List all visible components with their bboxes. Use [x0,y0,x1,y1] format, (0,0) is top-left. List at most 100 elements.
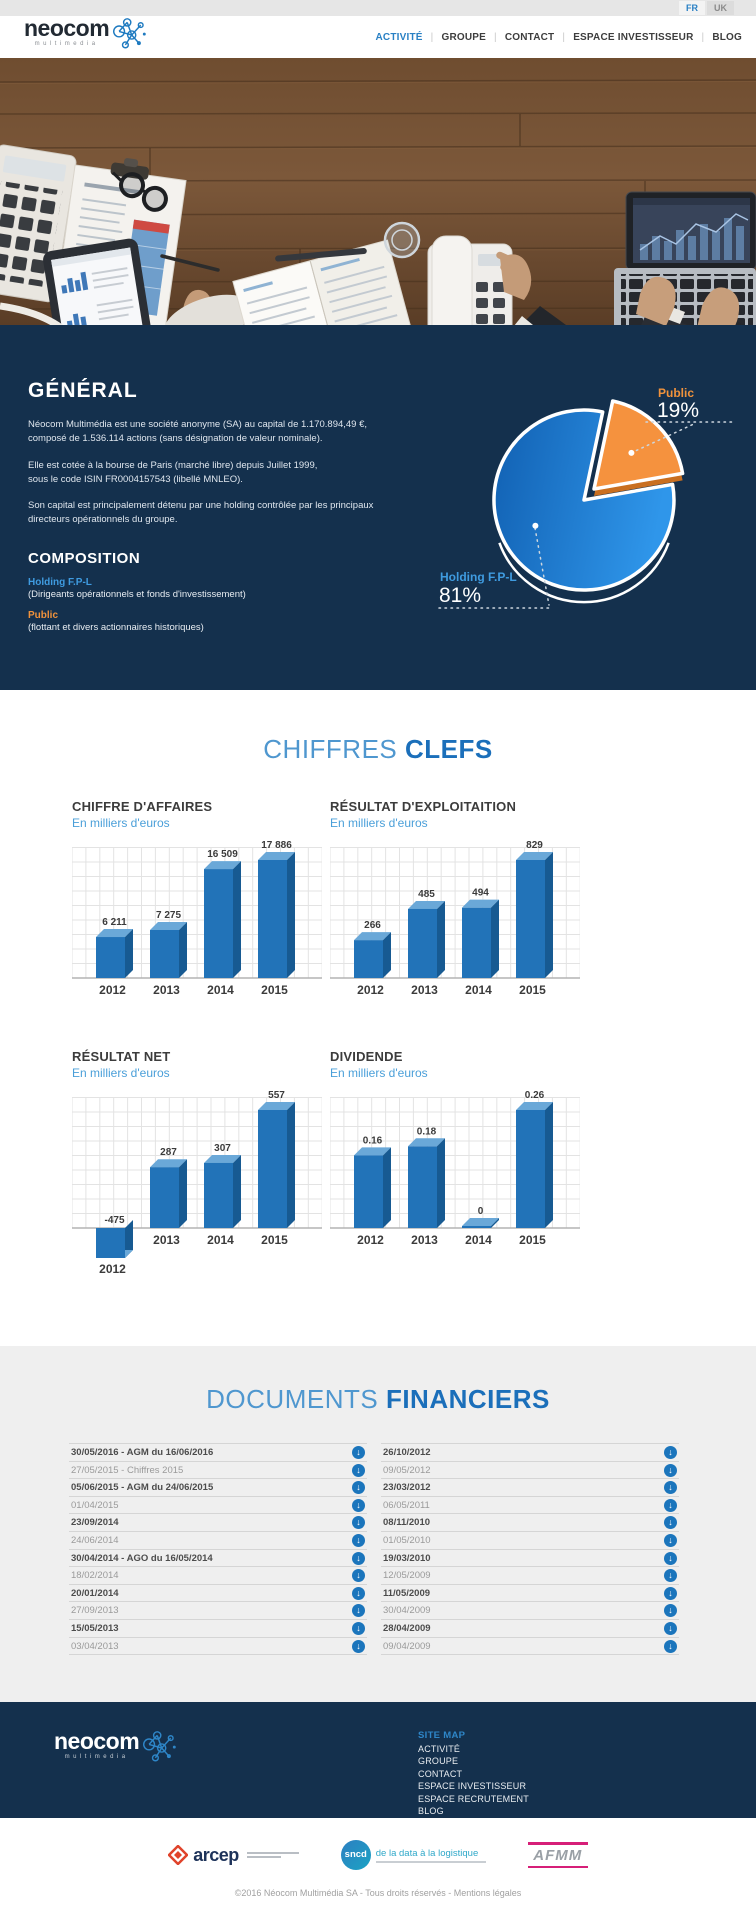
chart-title: RÉSULTAT NET [72,1049,171,1064]
download-button[interactable]: ↓ [352,1481,365,1495]
download-button[interactable]: ↓ [664,1569,677,1583]
bar-category: 2014 [465,983,492,997]
document-label: 23/03/2012 [383,1482,431,1494]
document-row: 27/05/2015 - Chiffres 2015 ↓ [69,1462,367,1480]
document-row: 28/04/2009 ↓ [381,1620,679,1638]
footer-logo[interactable]: neocom multimedia [54,1730,177,1771]
bar-category: 2015 [261,1233,288,1247]
document-label: 30/04/2009 [383,1605,431,1617]
document-row: 18/02/2014 ↓ [69,1567,367,1585]
download-button[interactable]: ↓ [664,1586,677,1600]
pie-slice-holding [492,408,676,592]
download-button[interactable]: ↓ [352,1446,365,1460]
nav-contact[interactable]: CONTACT [486,32,554,43]
sitemap-blog[interactable]: BLOG [418,1806,444,1816]
afmm-name: AFMM [533,1846,583,1864]
general-section: GÉNÉRAL Néocom Multimédia est une sociét… [0,325,756,690]
document-label: 05/06/2015 - AGM du 24/06/2015 [71,1482,214,1494]
nav-activite[interactable]: ACTIVITÉ [375,31,423,43]
sncd-tagline: de la data à la logistique [375,1847,479,1859]
sitemap-espace-investisseur[interactable]: ESPACE INVESTISSEUR [418,1781,527,1791]
download-button[interactable]: ↓ [664,1534,677,1548]
download-button[interactable]: ↓ [664,1481,677,1495]
document-row: 15/05/2013 ↓ [69,1620,367,1638]
general-paragraph: Néocom Multimédia est une société anonym… [28,419,368,445]
sncd-icon: sncd [340,1840,371,1870]
download-button[interactable]: ↓ [664,1516,677,1530]
hero-desk-photo [0,58,756,325]
title-light: CHIFFRES [263,734,398,764]
legal-link[interactable]: Mentions légales [453,1888,522,1898]
download-button[interactable]: ↓ [352,1551,365,1565]
download-button[interactable]: ↓ [352,1604,365,1618]
download-button[interactable]: ↓ [352,1569,365,1583]
lang-fr[interactable]: FR [679,1,705,15]
bar-value: 7 275 [156,910,181,921]
language-bar: FR UK [0,0,756,16]
partner-logo-sncd[interactable]: sncd de la data à la logistique [340,1840,486,1870]
sitemap-groupe[interactable]: GROUPE [418,1756,459,1766]
document-row: 05/06/2015 - AGM du 24/06/2015 ↓ [69,1479,367,1497]
download-button[interactable]: ↓ [352,1463,365,1477]
download-button[interactable]: ↓ [664,1604,677,1618]
chart-subtitle: En milliers d'euros [330,816,428,830]
key-figures-title: CHIFFRES CLEFS [0,734,756,765]
logo[interactable]: neocom multimedia [24,16,147,58]
bar-category: 2013 [411,1233,438,1247]
download-button[interactable]: ↓ [352,1586,365,1600]
bar-category: 2013 [411,983,438,997]
bar-category: 2013 [153,983,180,997]
sitemap-title: SITE MAP [418,1730,466,1741]
notebook [232,239,417,325]
document-label: 18/02/2014 [71,1570,119,1582]
phone-handset [0,302,64,325]
chart-subtitle: En milliers d'euros [72,1066,170,1080]
title-bold: CLEFS [405,734,493,764]
download-button[interactable]: ↓ [664,1498,677,1512]
document-row: 09/04/2009 ↓ [381,1638,679,1656]
download-button[interactable]: ↓ [664,1639,677,1653]
download-button[interactable]: ↓ [664,1463,677,1477]
sitemap-activite[interactable]: ACTIVITÉ [418,1743,461,1754]
bar-value: 266 [364,920,381,931]
download-button[interactable]: ↓ [664,1551,677,1565]
document-row: 26/10/2012 ↓ [381,1444,679,1462]
sitemap-contact[interactable]: CONTACT [418,1768,463,1779]
download-button[interactable]: ↓ [664,1621,677,1635]
download-button[interactable]: ↓ [352,1621,365,1635]
document-label: 01/05/2010 [383,1535,431,1547]
download-button[interactable]: ↓ [352,1534,365,1548]
bar-value: 0.26 [525,1090,545,1101]
composition-title: COMPOSITION [28,549,141,567]
nav-blog[interactable]: BLOG [694,32,743,43]
document-row: 20/01/2014 ↓ [69,1585,367,1603]
document-label: 30/04/2014 - AGO du 16/05/2014 [71,1552,213,1564]
partner-logo-afmm[interactable]: AFMM [527,1842,588,1868]
afmm-bar [527,1865,588,1868]
partner-logo-arcep[interactable]: arcep [168,1845,299,1866]
download-button[interactable]: ↓ [352,1516,365,1530]
composition-item-holding-f-p-l: Holding F.P-L (Dirigeants opérationnels … [28,577,756,600]
bar-category: 2014 [207,1233,234,1247]
download-button[interactable]: ↓ [352,1639,365,1653]
sitemap-espace-recrutement[interactable]: ESPACE RECRUTEMENT [418,1793,529,1804]
document-label: 23/09/2014 [71,1517,119,1529]
bar-category: 2012 [99,1262,126,1276]
bar-value: 6 211 [102,917,127,928]
download-button[interactable]: ↓ [664,1446,677,1460]
nav-espace-investisseur[interactable]: ESPACE INVESTISSEUR [554,32,693,43]
pie-slice-public [592,399,685,491]
chart-title: RÉSULTAT D'EXPLOITAITION [330,799,517,814]
lang-uk[interactable]: UK [707,1,734,15]
nav-groupe[interactable]: GROUPE [423,32,486,43]
bar-value: 557 [268,1090,285,1101]
financial-documents-section: DOCUMENTS FINANCIERS 30/05/2016 - AGM du… [0,1346,756,1702]
bar-chart: 0.16 2012 0.18 2013 0 2014 0.26 2015 [329,1090,581,1247]
bar-value: 0.16 [363,1135,383,1146]
documents-column-right: 26/10/2012 ↓ 09/05/2012 ↓ 23/03/2012 ↓ 06/0… [381,1443,679,1656]
general-paragraph: Son capital est principalement détenu pa… [28,500,374,526]
document-row: 23/03/2012 ↓ [381,1479,679,1497]
arcep-icon [168,1845,189,1865]
copyright-text: ©2016 Néocom Multimédia SA - Tous droits… [234,1888,454,1898]
download-button[interactable]: ↓ [352,1498,365,1512]
